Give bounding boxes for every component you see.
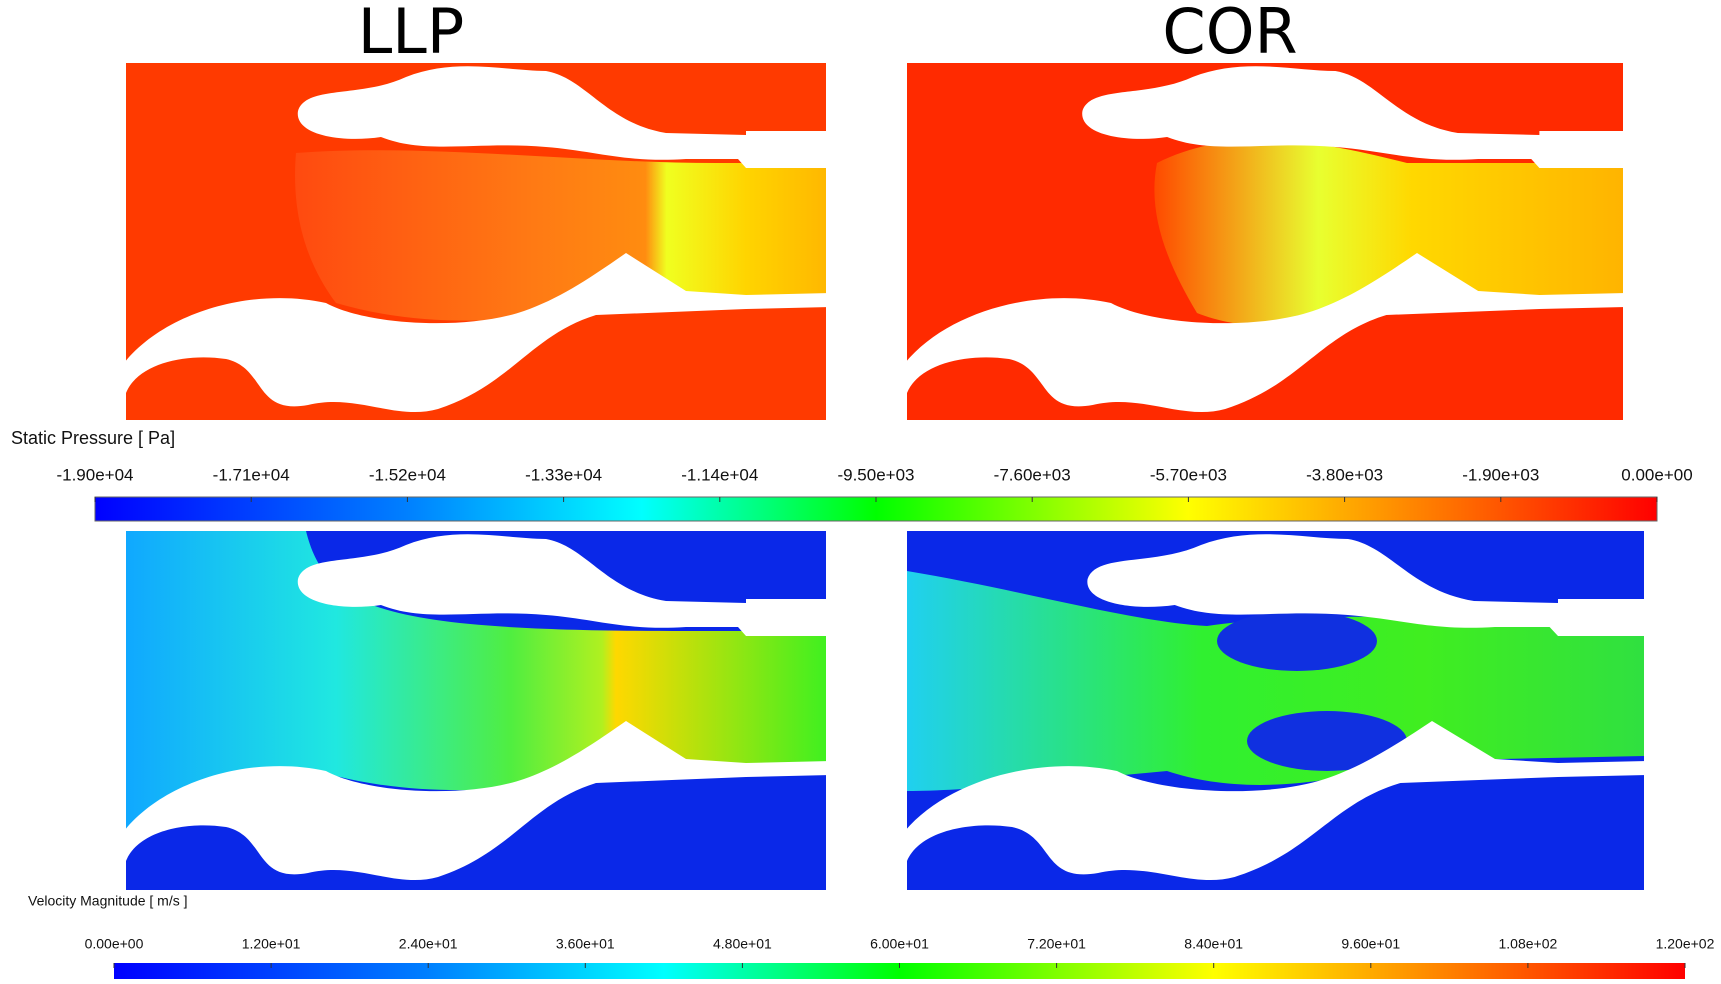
colorbar-tick-label: 4.80e+01 xyxy=(713,936,772,952)
colorbar-tick-label: -9.50e+03 xyxy=(837,465,914,484)
pressure-llp-panel xyxy=(124,63,831,423)
colorbar-tick-label: 1.08e+02 xyxy=(1499,936,1558,952)
colorbar-tick-label: 9.60e+01 xyxy=(1341,936,1400,952)
colorbar-tick-label: 8.40e+01 xyxy=(1184,936,1243,952)
colorbar-tick-label: -1.33e+04 xyxy=(525,465,602,484)
colorbar-tick-label: -3.80e+03 xyxy=(1306,465,1383,484)
figure: LLP COR Static Pressure [ Pa] Velocity M… xyxy=(0,0,1721,979)
column-title: LLP xyxy=(358,0,464,68)
colorbar-tick-label: 0.00e+00 xyxy=(85,936,144,952)
colorbar-tick-label: 1.20e+01 xyxy=(242,936,301,952)
colorbar-tick-label: -1.90e+04 xyxy=(56,465,133,484)
colorbar-title: Static Pressure [ Pa] xyxy=(11,428,175,448)
colorbar-tick-label: 6.00e+01 xyxy=(870,936,929,952)
velocity-cor-panel xyxy=(905,531,1647,891)
colorbar-tick-label: -5.70e+03 xyxy=(1150,465,1227,484)
colorbar-tick-label: 3.60e+01 xyxy=(556,936,615,952)
colorbar-tick-label: -1.90e+03 xyxy=(1462,465,1539,484)
pressure-cor-panel xyxy=(905,63,1626,423)
colorbar-tick-label: 1.20e+02 xyxy=(1656,936,1715,952)
colorbar-tick-label: -1.14e+04 xyxy=(681,465,758,484)
column-title: COR xyxy=(1162,0,1297,68)
colorbar-tick-label: -1.52e+04 xyxy=(369,465,446,484)
colorbar-tick-label: 0.00e+00 xyxy=(1621,465,1692,484)
velocity-llp-panel xyxy=(124,531,831,891)
colorbar-tick-label: 2.40e+01 xyxy=(399,936,458,952)
colorbar-tick-label: -7.60e+03 xyxy=(994,465,1071,484)
colorbar-title: Velocity Magnitude [ m/s ] xyxy=(28,893,188,909)
colorbar-tick-label: 7.20e+01 xyxy=(1027,936,1086,952)
colorbar-tick-label: -1.71e+04 xyxy=(213,465,290,484)
